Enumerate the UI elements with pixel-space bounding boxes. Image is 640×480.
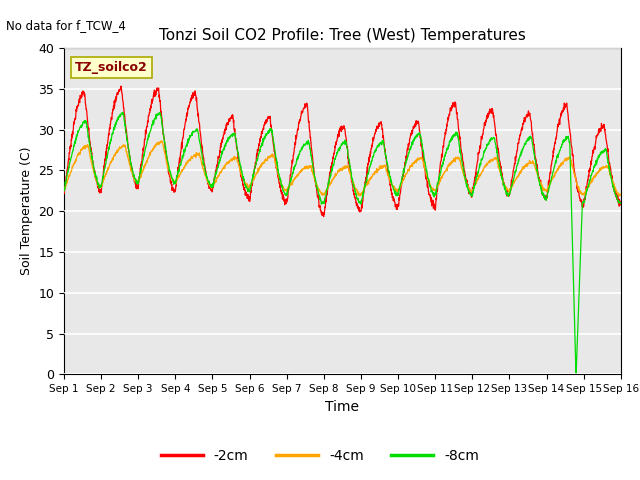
Legend: -2cm, -4cm, -8cm: -2cm, -4cm, -8cm xyxy=(156,443,484,468)
Text: TZ_soilco2: TZ_soilco2 xyxy=(75,61,148,74)
X-axis label: Time: Time xyxy=(325,400,360,414)
Title: Tonzi Soil CO2 Profile: Tree (West) Temperatures: Tonzi Soil CO2 Profile: Tree (West) Temp… xyxy=(159,28,526,43)
Y-axis label: Soil Temperature (C): Soil Temperature (C) xyxy=(20,147,33,276)
Text: No data for f_TCW_4: No data for f_TCW_4 xyxy=(6,19,126,32)
